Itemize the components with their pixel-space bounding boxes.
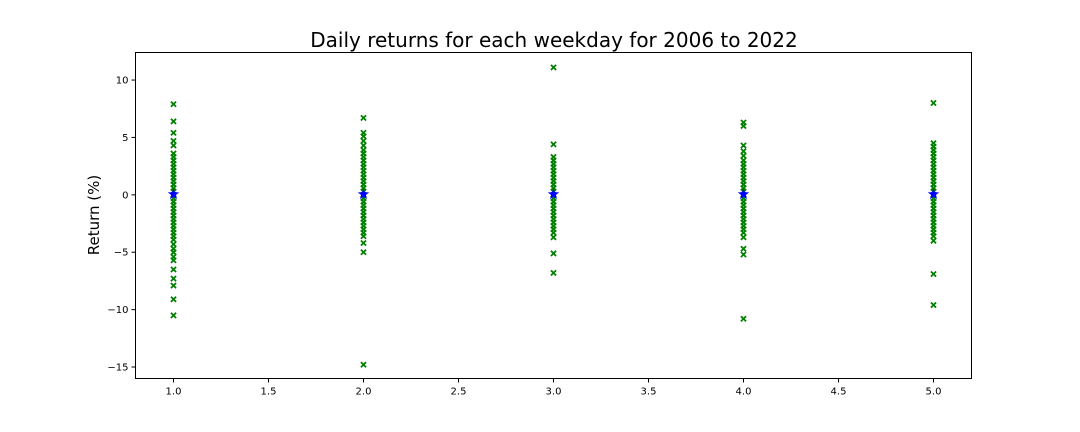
return-point xyxy=(740,148,747,155)
return-point xyxy=(360,239,367,247)
return-point xyxy=(170,129,177,137)
x-tick-label: 5.0 xyxy=(926,387,942,398)
return-point xyxy=(360,361,367,368)
x-tick-label: 2.0 xyxy=(356,387,372,398)
return-point xyxy=(170,296,177,303)
return-point xyxy=(930,99,937,107)
return-point xyxy=(930,237,937,244)
return-point xyxy=(740,229,747,236)
return-point xyxy=(550,234,557,241)
return-point xyxy=(170,257,177,264)
return-point xyxy=(740,142,747,149)
return-point xyxy=(360,133,367,140)
return-point xyxy=(360,114,367,122)
return-point xyxy=(360,142,367,149)
y-axis-label: Return (%) xyxy=(85,175,103,256)
axis-ticks: 1.0 1.5 2.0 2.5 3.0 3.5 4.0 4.5 5.0 −15 −10 −5 0 5 10 xyxy=(107,76,941,398)
return-point xyxy=(740,251,747,258)
y-tick-label: 5 xyxy=(122,133,128,144)
return-point xyxy=(170,275,177,282)
return-point xyxy=(550,229,557,236)
x-tick-label: 1.5 xyxy=(261,387,277,398)
x-tick-label: 1.0 xyxy=(166,387,182,398)
return-point xyxy=(360,137,367,145)
y-tick-label: −15 xyxy=(107,363,128,374)
return-point xyxy=(170,137,177,145)
x-tick-label: 2.5 xyxy=(451,387,467,398)
return-point xyxy=(550,64,557,71)
y-tick-label: 0 xyxy=(122,190,128,201)
return-point xyxy=(170,266,177,273)
return-point xyxy=(930,301,937,309)
chart-title: Daily returns for each weekday for 2006 … xyxy=(310,28,797,52)
return-point xyxy=(550,141,557,148)
x-tick-label: 4.0 xyxy=(736,387,752,398)
mean-return-star xyxy=(927,188,940,200)
return-point xyxy=(170,100,177,108)
mean-return-star xyxy=(547,188,560,200)
mean-return-star xyxy=(167,188,180,200)
return-point xyxy=(930,270,937,278)
return-point xyxy=(740,122,747,130)
x-tick-label: 3.0 xyxy=(546,387,562,398)
return-point xyxy=(170,282,177,289)
return-point xyxy=(170,241,177,248)
x-tick-label: 4.5 xyxy=(831,387,847,398)
return-point xyxy=(170,142,177,149)
return-point xyxy=(170,118,177,125)
x-tick-label: 3.5 xyxy=(641,387,657,398)
y-tick-label: 10 xyxy=(116,76,129,87)
plot-points xyxy=(167,64,940,368)
return-point xyxy=(740,152,747,160)
return-point xyxy=(740,245,747,252)
mean-return-star xyxy=(737,188,750,200)
return-point xyxy=(170,312,177,319)
plot-frame xyxy=(135,52,972,379)
return-point xyxy=(360,232,367,240)
y-tick-label: −5 xyxy=(114,248,129,259)
return-point xyxy=(740,234,747,241)
return-point xyxy=(360,249,367,256)
return-point xyxy=(550,269,557,277)
return-point xyxy=(170,236,177,243)
return-point xyxy=(550,250,557,257)
return-point xyxy=(740,315,747,323)
y-tick-label: −10 xyxy=(107,305,128,316)
return-point xyxy=(170,249,177,256)
mean-return-star xyxy=(357,188,370,200)
return-point xyxy=(930,232,937,240)
